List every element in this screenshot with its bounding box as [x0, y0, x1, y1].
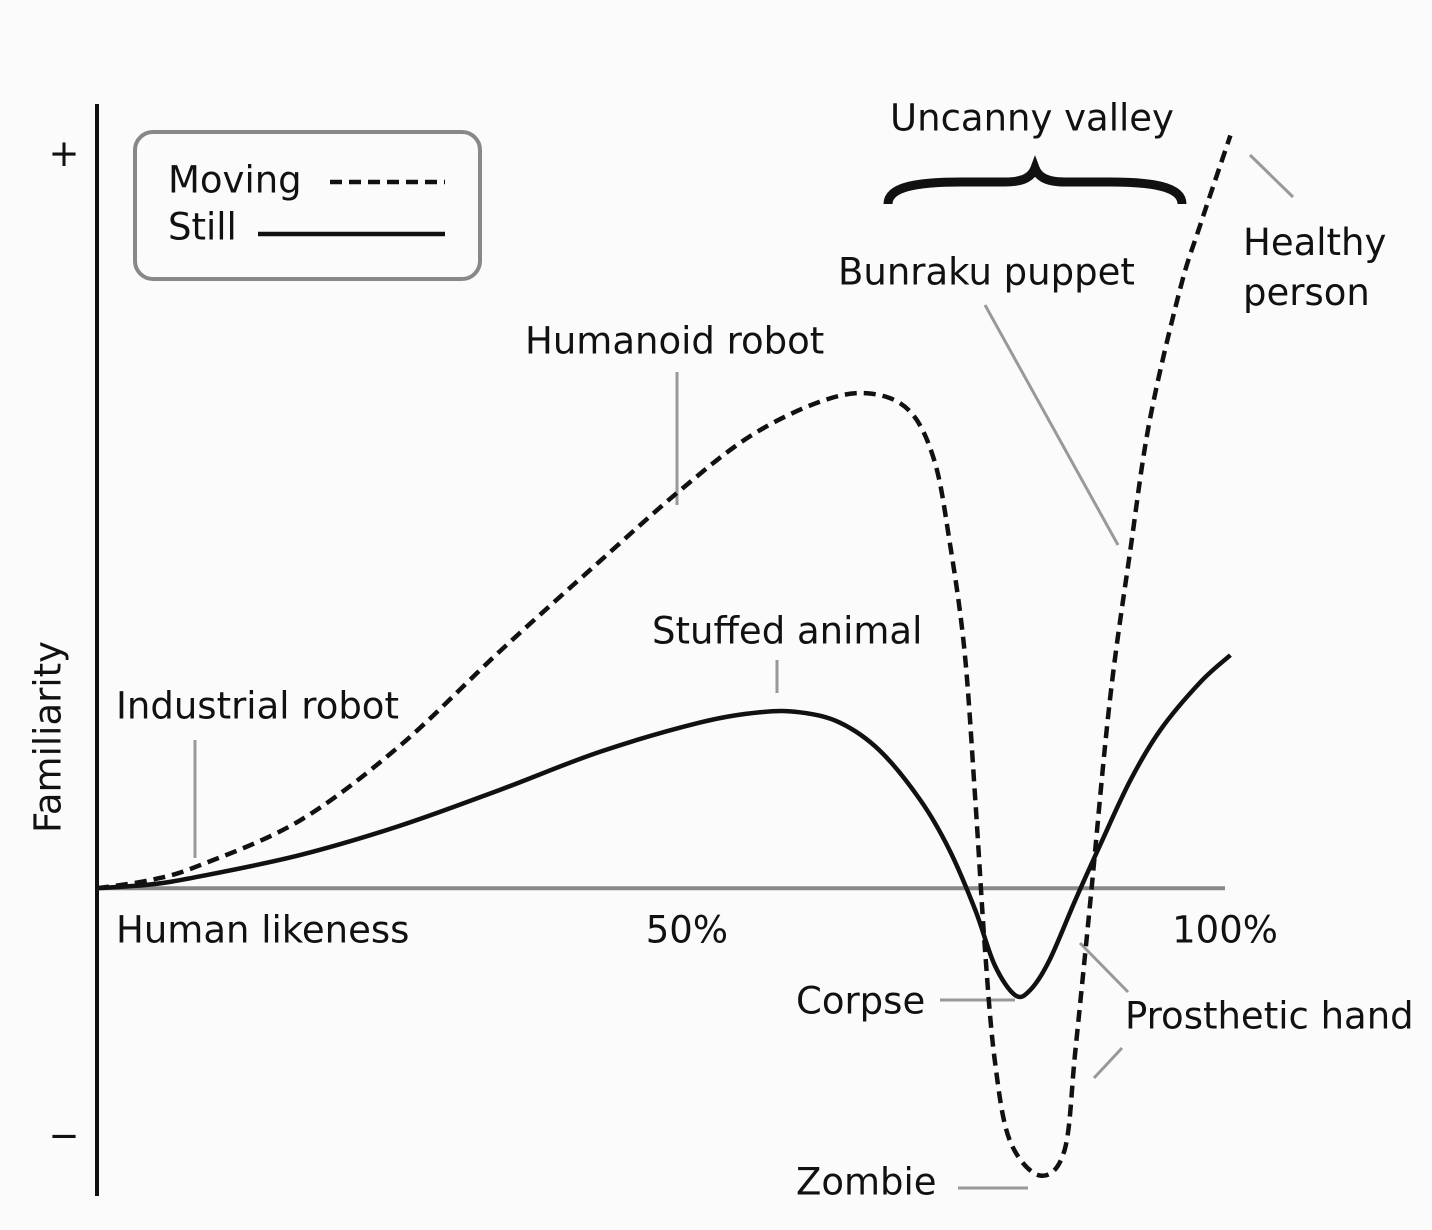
leader-line — [983, 304, 1120, 546]
annotation: Stuffed animal — [652, 610, 922, 653]
y-tick-label: + — [48, 132, 79, 175]
x-axis-label: Human likeness — [116, 909, 409, 952]
legend-label: Still — [168, 206, 237, 249]
legend-box — [133, 130, 482, 281]
annotation: Bunraku puppet — [838, 251, 1135, 294]
annotation: Zombie — [796, 1161, 937, 1204]
annotation: Corpse — [796, 980, 925, 1023]
annotation: Healthy person — [1243, 221, 1387, 314]
x-tick-label: 100% — [1172, 909, 1278, 952]
y-tick-label: − — [48, 1114, 79, 1157]
legend-label: Moving — [168, 159, 302, 202]
series-line — [96, 134, 1233, 1178]
leader-line — [1248, 153, 1295, 199]
annotation: Prosthetic hand — [1125, 995, 1414, 1038]
series-line — [96, 653, 1232, 1000]
annotation: Industrial robot — [116, 685, 399, 728]
annotation: Uncanny valley — [890, 97, 1174, 140]
leader-line — [1092, 1046, 1124, 1080]
annotation: Humanoid robot — [525, 320, 824, 363]
x-tick-label: 50% — [646, 909, 728, 952]
leader-line — [1078, 941, 1130, 994]
brace — [883, 155, 1187, 205]
y-axis-label: Familiarity — [27, 641, 70, 833]
